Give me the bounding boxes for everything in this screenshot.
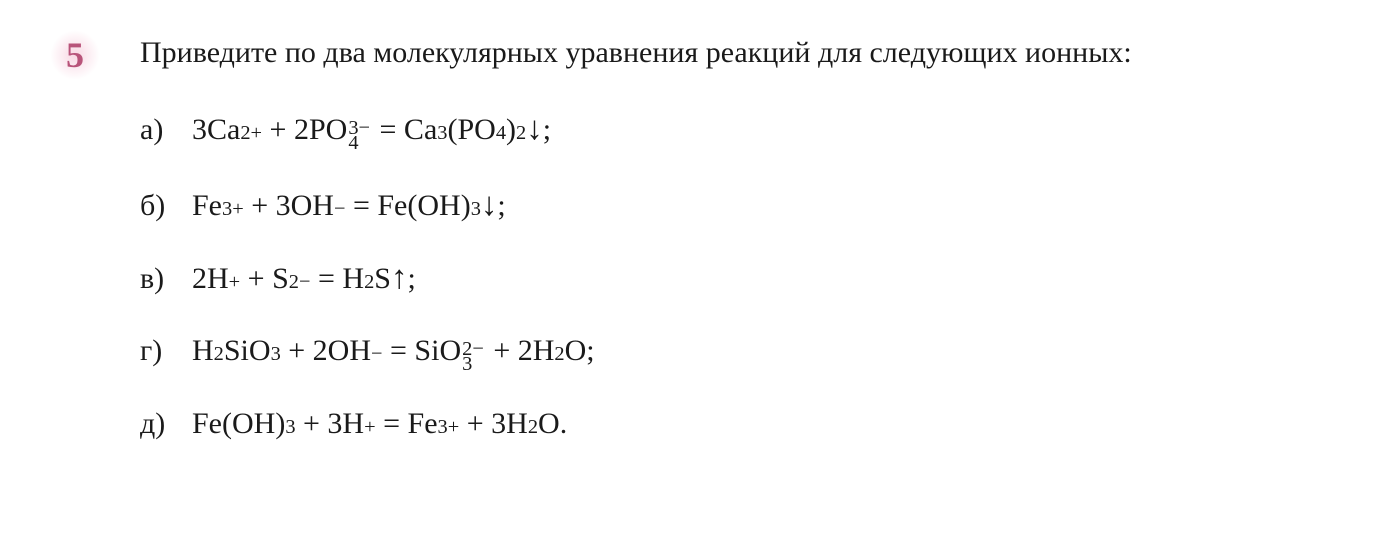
equations-list: а)3Ca2+ + 2PO3−4 = Ca3(PO4)2↓;б)Fe3+ + 3…: [140, 105, 1339, 446]
formula-text: = SiO: [383, 328, 462, 373]
exercise-content: Приведите по два молекулярных уравнения …: [140, 30, 1339, 446]
precipitate-arrow-icon: ↓: [481, 181, 498, 231]
equation-formula: 3Ca2+ + 2PO3−4 = Ca3(PO4)2↓;: [192, 105, 551, 157]
equation-label: в): [140, 256, 184, 301]
formula-text: + 3H: [459, 401, 528, 446]
formula-stack-sub: 4: [348, 136, 370, 151]
equation-formula: 2H+ + S2− = H2S↑;: [192, 254, 416, 304]
equation-row: д)Fe(OH)3 + 3H+ = Fe3+ + 3H2O.: [140, 401, 1339, 446]
formula-text: = H: [310, 256, 364, 301]
formula-text: ;: [407, 256, 415, 301]
formula-stack-sub: 3: [462, 357, 484, 372]
exercise-number-badge: 5: [50, 30, 100, 80]
formula-text: O;: [565, 328, 595, 373]
formula-text: = Ca: [372, 107, 437, 152]
formula-text: ;: [497, 183, 505, 228]
formula-supsub-stack: 2−3: [462, 342, 484, 373]
equation-row: в)2H+ + S2− = H2S↑;: [140, 254, 1339, 304]
equation-row: а)3Ca2+ + 2PO3−4 = Ca3(PO4)2↓;: [140, 105, 1339, 157]
precipitate-arrow-icon: ↓: [526, 105, 543, 155]
formula-text: + S: [240, 256, 289, 301]
equation-formula: H2SiO3 + 2OH− = SiO2−3 + 2H2O;: [192, 328, 595, 378]
equation-formula: Fe(OH)3 + 3H+ = Fe3+ + 3H2O.: [192, 401, 567, 446]
formula-text: Fe(OH): [192, 401, 285, 446]
formula-text: + 3H: [296, 401, 365, 446]
equation-row: г)H2SiO3 + 2OH− = SiO2−3 + 2H2O;: [140, 328, 1339, 378]
formula-text: ): [506, 107, 516, 152]
formula-text: SiO: [224, 328, 271, 373]
formula-text: Fe: [192, 183, 222, 228]
exercise-number-text: 5: [66, 34, 84, 76]
formula-text: H: [192, 328, 214, 373]
equation-row: б)Fe3+ + 3OH− = Fe(OH)3↓;: [140, 181, 1339, 231]
formula-text: 2H: [192, 256, 229, 301]
formula-text: 3Ca: [192, 107, 240, 152]
exercise-prompt: Приведите по два молекулярных уравнения …: [140, 30, 1339, 75]
formula-text: + 2OH: [281, 328, 371, 373]
equation-label: а): [140, 107, 184, 152]
equation-formula: Fe3+ + 3OH− = Fe(OH)3↓;: [192, 181, 506, 231]
formula-text: S: [374, 256, 391, 301]
formula-text: + 2PO: [262, 107, 347, 152]
equation-label: д): [140, 401, 184, 446]
formula-text: = Fe(OH): [345, 183, 470, 228]
equation-label: б): [140, 183, 184, 228]
formula-text: ;: [543, 107, 551, 152]
equation-label: г): [140, 328, 184, 373]
exercise-block: 5 Приведите по два молекулярных уравнени…: [50, 30, 1339, 446]
formula-text: + 3OH: [244, 183, 334, 228]
formula-text: (PO: [447, 107, 495, 152]
formula-supsub-stack: 3−4: [348, 121, 370, 152]
precipitate-arrow-icon: ↑: [391, 254, 408, 304]
formula-text: O.: [538, 401, 567, 446]
formula-text: + 2H: [486, 328, 555, 373]
formula-text: = Fe: [376, 401, 438, 446]
